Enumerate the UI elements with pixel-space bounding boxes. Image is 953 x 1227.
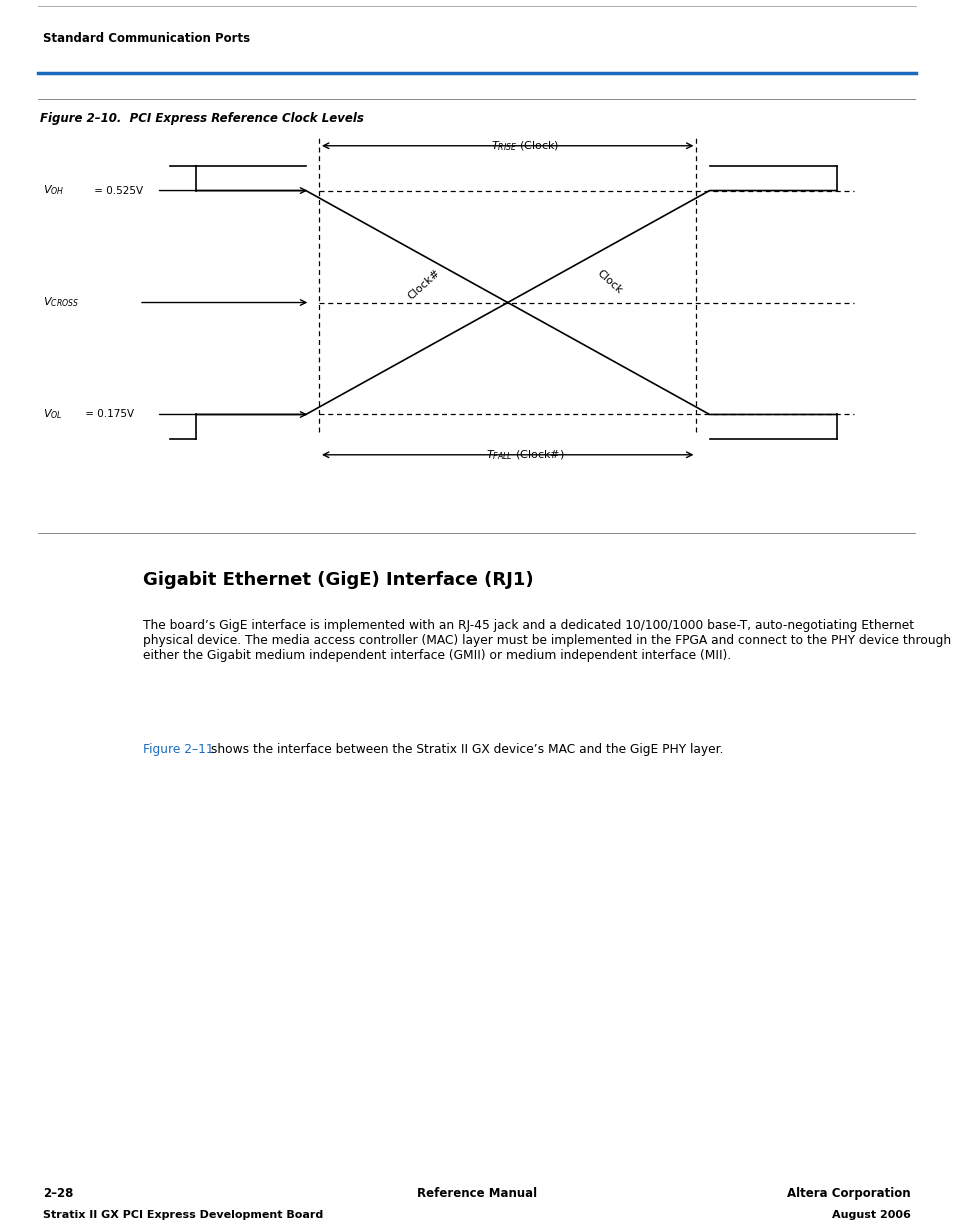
Text: Gigabit Ethernet (GigE) Interface (RJ1): Gigabit Ethernet (GigE) Interface (RJ1): [143, 571, 534, 589]
Text: $V_{OL}$: $V_{OL}$: [43, 407, 62, 421]
Text: Stratix II GX PCI Express Development Board: Stratix II GX PCI Express Development Bo…: [43, 1210, 323, 1220]
Text: = 0.525V: = 0.525V: [91, 185, 143, 195]
Text: Clock: Clock: [594, 267, 623, 296]
Text: The board’s GigE interface is implemented with an RJ-45 jack and a dedicated 10/: The board’s GigE interface is implemente…: [143, 618, 950, 661]
Text: 2–28: 2–28: [43, 1187, 73, 1200]
Text: Standard Communication Ports: Standard Communication Ports: [43, 32, 250, 44]
Text: $V_{CROSS}$: $V_{CROSS}$: [43, 296, 79, 309]
Text: Figure 2–11: Figure 2–11: [143, 742, 213, 756]
Text: August 2006: August 2006: [831, 1210, 910, 1220]
Text: Clock#: Clock#: [405, 267, 441, 301]
Text: Figure 2–10.  PCI Express Reference Clock Levels: Figure 2–10. PCI Express Reference Clock…: [40, 112, 363, 125]
Text: Reference Manual: Reference Manual: [416, 1187, 537, 1200]
Text: $T_{RISE}$ (Clock): $T_{RISE}$ (Clock): [491, 139, 558, 152]
Text: = 0.175V: = 0.175V: [82, 410, 134, 420]
Text: $T_{FALL}$ (Clock#): $T_{FALL}$ (Clock#): [485, 448, 564, 461]
Text: $V_{OH}$: $V_{OH}$: [43, 184, 64, 198]
Text: shows the interface between the Stratix II GX device’s MAC and the GigE PHY laye: shows the interface between the Stratix …: [207, 742, 722, 756]
Text: Altera Corporation: Altera Corporation: [786, 1187, 910, 1200]
